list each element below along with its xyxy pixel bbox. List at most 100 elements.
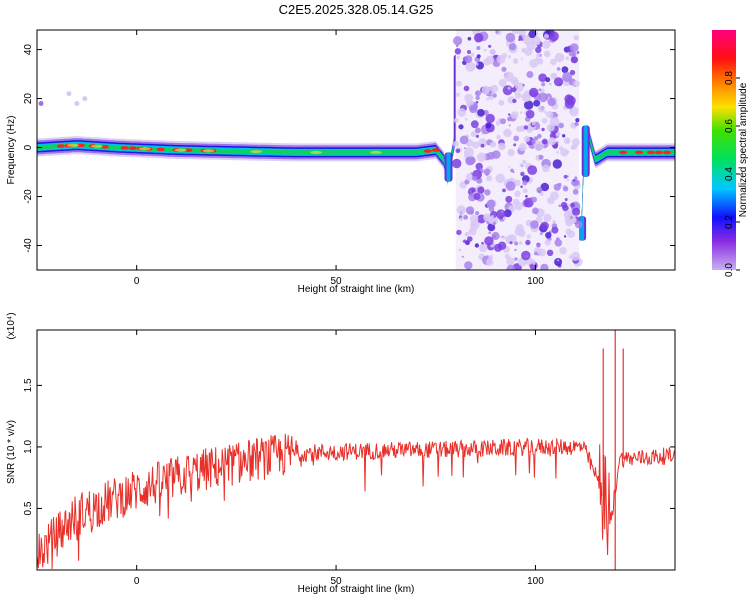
noise-speckle [502, 85, 513, 96]
noise-speckle [522, 188, 528, 194]
noise-speckle [550, 58, 557, 66]
noise-speckle [486, 175, 493, 182]
noise-speckle [548, 137, 556, 146]
noise-speckle [485, 113, 495, 124]
noise-speckle [458, 248, 462, 252]
noise-speckle [483, 48, 487, 52]
noise-speckle [569, 43, 579, 53]
noise-speckle [563, 137, 571, 145]
noise-speckle [536, 243, 541, 248]
noise-speckle [561, 66, 569, 74]
noise-speckle [526, 234, 531, 239]
noise-speckle [470, 131, 477, 138]
ridge-hot-spot [128, 146, 137, 150]
stray-blob [38, 101, 44, 106]
noise-speckle [553, 183, 561, 191]
spectrogram-area [37, 30, 675, 270]
noise-speckle [535, 46, 542, 54]
noise-speckle [545, 232, 552, 239]
noise-speckle [531, 36, 541, 46]
noise-speckle [550, 73, 554, 77]
noise-speckle [528, 30, 537, 39]
noise-speckle [572, 188, 579, 195]
noise-speckle [572, 138, 580, 147]
x-tick-label: 50 [331, 276, 343, 287]
colorbar-gradient [712, 30, 736, 270]
ridge-hot-spot [663, 150, 671, 155]
ridge-outer-0 [37, 54, 458, 184]
noise-speckle [536, 53, 541, 58]
noise-speckle [475, 90, 481, 97]
noise-speckle [507, 234, 517, 244]
noise-speckle [525, 195, 528, 198]
noise-speckle [521, 49, 524, 53]
noise-speckle [520, 58, 523, 61]
noise-speckle [464, 231, 470, 237]
noise-speckle [489, 141, 497, 148]
noise-speckle [540, 263, 549, 270]
noise-speckle [553, 77, 564, 87]
noise-speckle [500, 235, 503, 239]
noise-speckle [469, 210, 474, 215]
noise-speckle [556, 114, 559, 117]
noise-speckle [496, 54, 506, 64]
noise-speckle [512, 98, 517, 104]
noise-speckle [476, 152, 487, 162]
ridge-warm-spot [369, 150, 382, 154]
noise-speckle [503, 71, 514, 82]
noise-speckle [553, 74, 557, 77]
noise-speckle [474, 33, 484, 43]
noise-speckle [456, 229, 462, 236]
noise-speckle [477, 186, 485, 194]
noise-speckle [470, 52, 475, 57]
noise-speckle [505, 181, 516, 191]
noise-speckle [505, 195, 513, 203]
spectrogram-ylabel: Frequency (Hz) [6, 116, 17, 185]
noise-speckle [574, 176, 578, 180]
noise-speckle [507, 148, 515, 157]
noise-speckle [558, 204, 562, 208]
noise-speckle [562, 106, 566, 109]
noise-speckle [514, 241, 519, 246]
x-tick-label: 0 [134, 276, 140, 287]
noise-speckle [485, 55, 495, 65]
snr-scale-note: (x10⁴) [6, 312, 17, 339]
ridge-warm-spot [90, 144, 103, 148]
noise-speckle [463, 85, 470, 92]
noise-speckle [568, 255, 573, 259]
noise-speckle [486, 199, 496, 209]
noise-speckle [523, 197, 534, 208]
noise-speckle [537, 133, 542, 139]
ridge-warm-spot [66, 143, 79, 147]
noise-speckle [551, 226, 559, 234]
ridge-blue-0 [37, 56, 458, 182]
noise-speckle [479, 243, 488, 253]
noise-speckle [514, 228, 523, 236]
ridge-hot-spot [647, 150, 656, 155]
noise-speckle [481, 85, 491, 95]
noise-speckle [505, 132, 508, 135]
noise-speckle [554, 52, 565, 63]
noise-speckle [457, 108, 467, 117]
ridge-hot-spot [120, 146, 129, 150]
noise-speckle [519, 111, 523, 114]
noise-speckle [490, 84, 499, 93]
noise-speckle [570, 56, 578, 64]
noise-speckle [502, 188, 506, 193]
noise-speckle [535, 216, 543, 223]
noise-speckle [519, 163, 523, 167]
noise-speckle [546, 123, 555, 132]
noise-speckle [563, 210, 573, 220]
noise-speckle [481, 241, 484, 245]
noise-speckle [562, 134, 566, 138]
noise-speckle [562, 72, 573, 82]
noise-speckle [475, 134, 479, 138]
noise-speckle [469, 104, 478, 114]
spectrogram-panel: 0 50 100 -40 -20 0 20 40 Height of straight lin… [6, 29, 676, 295]
snr-line [37, 433, 675, 570]
snr-ticks: 0 50 100 0.5 1.0 1.5 [23, 330, 675, 587]
noise-speckle [456, 80, 462, 87]
noise-speckle [537, 105, 545, 113]
ridge-hot-spot [431, 148, 440, 152]
ridge-hot-spot [56, 144, 65, 148]
